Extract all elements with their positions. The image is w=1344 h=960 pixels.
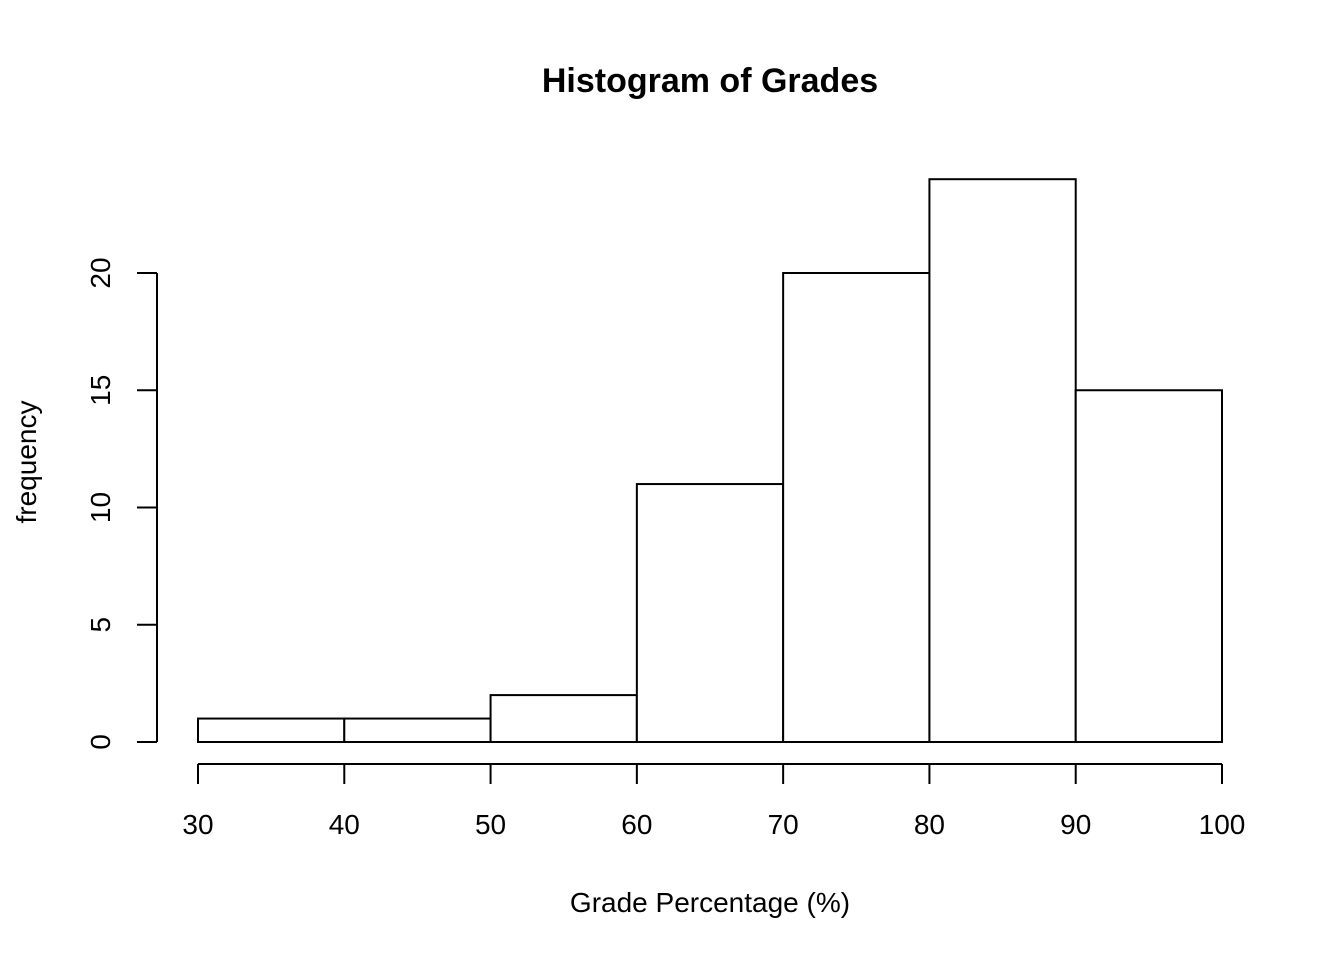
histogram-bar-40-50 <box>343 717 492 743</box>
y-tick-label-15: 15 <box>85 375 116 406</box>
bars-group <box>197 178 1223 743</box>
x-tick-label-50: 50 <box>475 809 506 840</box>
y-tick-label-5: 5 <box>85 617 116 633</box>
x-tick-label-70: 70 <box>768 809 799 840</box>
histogram-bar-30-40 <box>197 717 346 743</box>
y-tick-label-20: 20 <box>85 257 116 288</box>
x-tick-label-40: 40 <box>329 809 360 840</box>
histogram-bar-50-60 <box>489 694 638 743</box>
y-tick-label-10: 10 <box>85 492 116 523</box>
histogram-bar-90-100 <box>1074 389 1223 743</box>
y-axis: 0 5 10 15 20 <box>85 257 158 750</box>
y-axis-title: frequency <box>11 401 42 524</box>
x-tick-label-30: 30 <box>182 809 213 840</box>
chart-title: Histogram of Grades <box>542 62 878 100</box>
y-tick-label-0: 0 <box>85 734 116 750</box>
histogram-bar-60-70 <box>635 483 785 743</box>
x-tick-label-100: 100 <box>1199 809 1246 840</box>
x-tick-label-80: 80 <box>914 809 945 840</box>
histogram-bar-70-80 <box>782 272 931 743</box>
x-tick-label-90: 90 <box>1060 809 1091 840</box>
x-axis-title: Grade Percentage (%) <box>570 887 850 918</box>
histogram-bar-80-90 <box>928 178 1077 743</box>
x-tick-label-60: 60 <box>621 809 652 840</box>
x-axis: 30 40 50 60 70 80 90 100 <box>182 763 1246 840</box>
